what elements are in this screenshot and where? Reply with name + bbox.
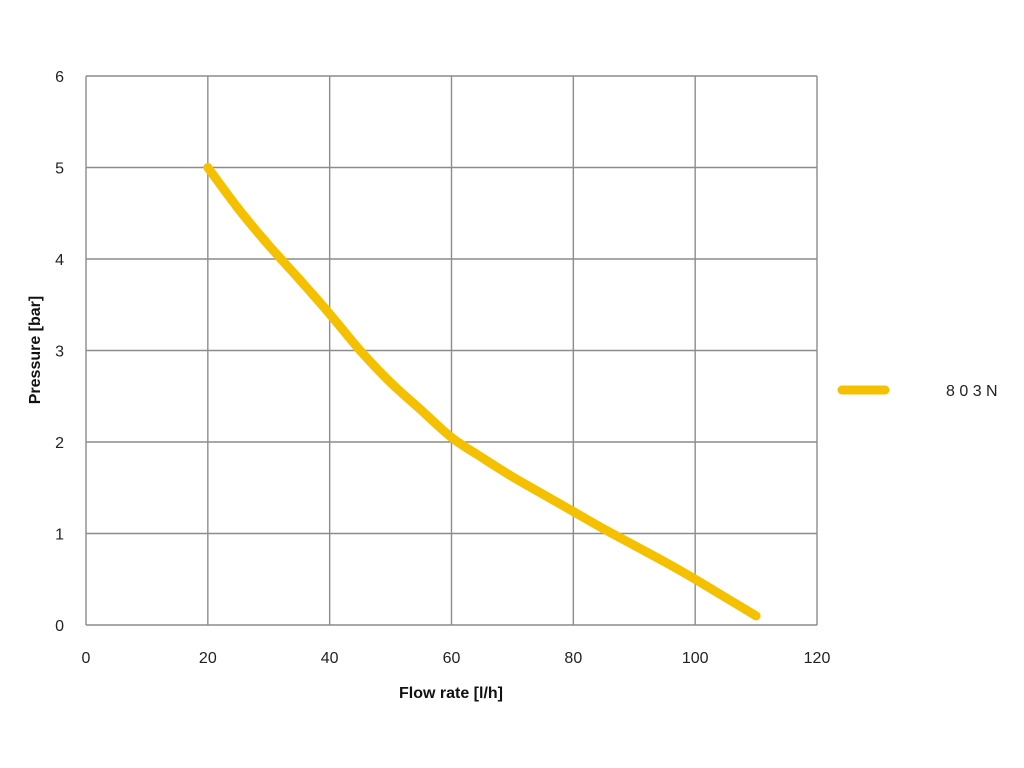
y-axis-title: Pressure [bar] xyxy=(27,296,44,405)
grid-layer xyxy=(85,75,818,626)
x-tick-label: 60 xyxy=(443,650,461,667)
data-point xyxy=(511,476,513,478)
x-tick-label: 0 xyxy=(82,650,91,667)
data-point xyxy=(694,578,696,580)
data-point xyxy=(237,208,239,210)
data-point xyxy=(268,244,270,246)
data-point xyxy=(481,457,483,459)
x-axis-ticks: 0 20 40 60 80 100 120 xyxy=(82,650,831,667)
data-point xyxy=(603,528,605,530)
legend: 8 0 3 N xyxy=(837,383,998,400)
y-axis-ticks: 0 1 2 3 4 5 6 xyxy=(55,69,64,635)
data-point xyxy=(207,167,209,168)
x-tick-label: 120 xyxy=(804,650,831,667)
x-tick-label: 40 xyxy=(321,650,339,667)
y-tick-label: 2 xyxy=(55,435,64,452)
legend-label: 8 0 3 N xyxy=(946,383,998,400)
x-tick-label: 100 xyxy=(682,650,709,667)
x-tick-label: 80 xyxy=(564,650,582,667)
data-point xyxy=(359,350,361,351)
data-point xyxy=(572,511,574,513)
y-tick-label: 3 xyxy=(55,344,64,361)
data-point xyxy=(329,313,331,315)
data-point xyxy=(633,544,635,546)
series-line-0 xyxy=(203,163,761,621)
x-axis-title: Flow rate [l/h] xyxy=(399,685,503,702)
y-tick-label: 5 xyxy=(55,161,64,178)
data-point xyxy=(298,278,300,280)
y-tick-label: 4 xyxy=(55,252,64,269)
data-point xyxy=(755,615,757,617)
data-point xyxy=(725,597,727,599)
y-tick-label: 0 xyxy=(55,618,64,635)
data-point xyxy=(390,382,392,384)
y-tick-label: 6 xyxy=(55,69,64,86)
data-point xyxy=(664,561,666,563)
data-point xyxy=(451,436,452,438)
series-layer xyxy=(203,163,761,621)
x-tick-label: 20 xyxy=(199,650,217,667)
y-tick-label: 1 xyxy=(55,527,64,544)
data-point xyxy=(420,409,422,411)
data-point xyxy=(542,493,544,495)
